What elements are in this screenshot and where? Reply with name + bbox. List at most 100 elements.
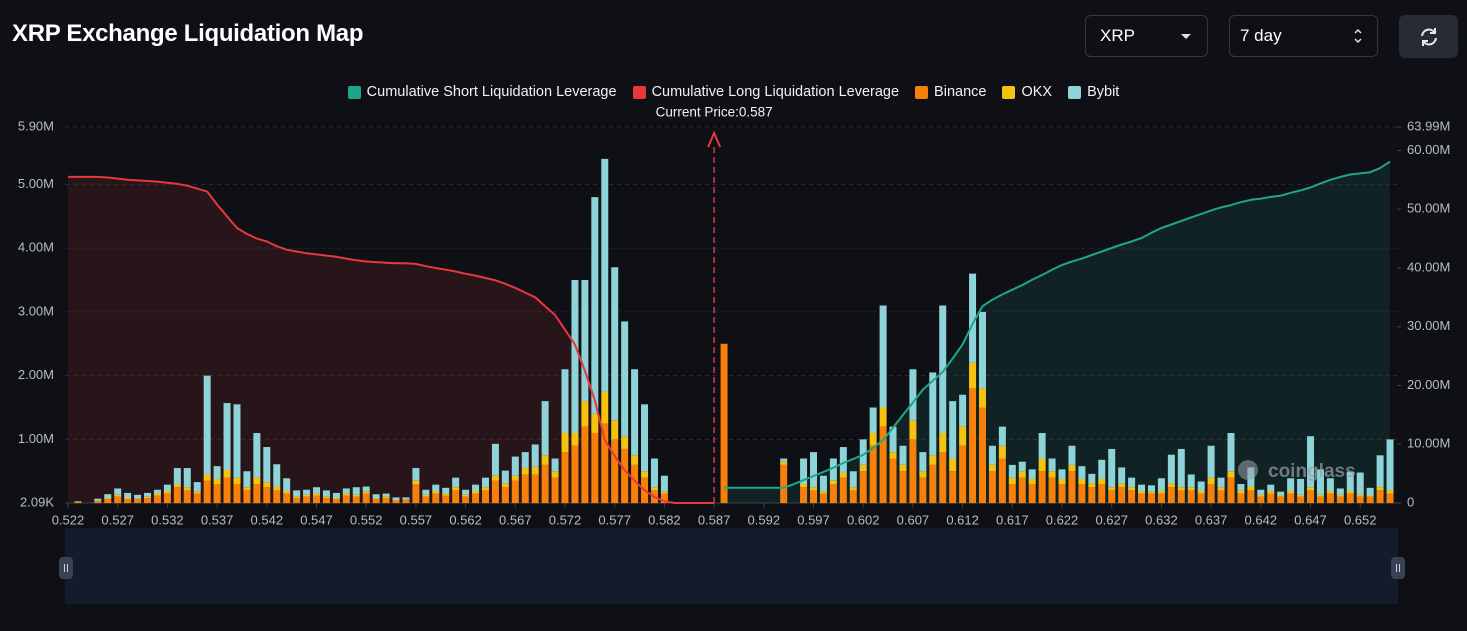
bar-segment <box>1366 487 1374 496</box>
series-area <box>724 161 1390 503</box>
x-tick-label: 0.602 <box>847 512 880 527</box>
bar-segment <box>1277 496 1285 504</box>
bar-segment <box>273 490 281 504</box>
bar-segment <box>253 433 261 478</box>
legend-swatch <box>632 85 646 99</box>
bar-segment <box>1098 484 1106 504</box>
bar-segment <box>481 487 489 491</box>
bar-segment <box>153 493 161 496</box>
bar-segment <box>859 464 867 472</box>
bar-segment <box>263 447 271 483</box>
y2-tick-label: 30.00M <box>1407 318 1450 333</box>
legend-item[interactable]: Bybit <box>1068 84 1119 100</box>
x-tick-label: 0.617 <box>996 512 1029 527</box>
bar-segment <box>1316 494 1324 497</box>
bar-segment <box>1138 484 1146 492</box>
bar-segment <box>1038 433 1046 459</box>
series-line <box>68 175 715 504</box>
bar-segment <box>929 372 937 456</box>
bar-segment <box>859 471 867 504</box>
bar-segment <box>481 477 489 488</box>
bar-segment <box>243 490 251 504</box>
bar-segment <box>1386 439 1394 491</box>
bar-segment <box>104 498 112 500</box>
y-tick-label: 4.00M <box>18 240 54 255</box>
bar-segment <box>800 484 808 488</box>
legend-item[interactable]: OKX <box>1002 84 1052 100</box>
bar-segment <box>273 464 281 487</box>
bar-segment <box>253 477 261 485</box>
bar-segment <box>203 474 211 481</box>
bar-segment <box>829 458 837 481</box>
bar-segment <box>1058 469 1066 479</box>
bar-segment <box>303 496 311 504</box>
series-line <box>724 160 1391 489</box>
legend-item[interactable]: Binance <box>915 84 986 100</box>
bar-segment <box>1326 491 1334 494</box>
bar-segment <box>442 487 450 494</box>
period-select[interactable]: 7 day <box>1229 15 1378 57</box>
bar-segment <box>1138 493 1146 504</box>
bar-segment <box>422 496 430 504</box>
bars <box>74 158 1394 504</box>
bar-segment <box>223 469 231 478</box>
bar-segment <box>392 499 400 501</box>
bar-segment <box>382 496 390 499</box>
bar-segment <box>1048 471 1056 478</box>
bar-segment <box>601 423 609 504</box>
bar-segment <box>183 487 191 491</box>
y2-tick-label: 0 <box>1407 494 1414 509</box>
bar-segment <box>352 496 360 504</box>
bar-segment <box>879 426 887 504</box>
slider-handle-right[interactable] <box>1391 557 1405 579</box>
bar-segment <box>1257 496 1265 504</box>
bar-segment <box>1267 484 1275 492</box>
bar-segment <box>253 484 261 504</box>
bar-segment <box>1336 488 1344 495</box>
legend-item[interactable]: Cumulative Long Liquidation Leverage <box>632 84 899 100</box>
bar-segment <box>1177 448 1185 488</box>
bar-segment <box>1028 484 1036 504</box>
bar-segment <box>551 471 559 478</box>
bar-segment <box>183 490 191 504</box>
bar-segment <box>203 375 211 475</box>
y2-tick-label: 10.00M <box>1407 436 1450 451</box>
y2-tick-label: 50.00M <box>1407 201 1450 216</box>
bar-segment <box>1157 493 1165 504</box>
bar-segment <box>1287 491 1295 494</box>
bar-segment <box>1068 464 1076 472</box>
legend-label: Cumulative Short Liquidation Leverage <box>366 84 617 100</box>
bar-segment <box>949 458 957 472</box>
symbol-select[interactable]: XRP <box>1085 15 1208 57</box>
bar-segment <box>1366 496 1374 504</box>
bar-segment <box>1277 495 1285 497</box>
bar-segment <box>442 493 450 496</box>
bar-segment <box>74 501 82 504</box>
x-tick-label: 0.572 <box>549 512 582 527</box>
bar-segment <box>1078 484 1086 504</box>
bar-segment <box>800 458 808 485</box>
bar-segment <box>1108 448 1116 488</box>
x-tick-label: 0.587 <box>698 512 731 527</box>
x-tick-label: 0.562 <box>449 512 482 527</box>
bar-segment <box>1336 494 1344 497</box>
bar-segment <box>810 452 818 488</box>
bar-segment <box>531 466 539 475</box>
legend-item[interactable]: Cumulative Short Liquidation Leverage <box>347 84 617 100</box>
bar-segment <box>849 471 857 488</box>
bar-segment <box>1167 454 1175 484</box>
refresh-button[interactable] <box>1399 15 1458 58</box>
bar-segment <box>462 494 470 497</box>
range-slider[interactable] <box>65 528 1398 604</box>
bar-segment <box>481 490 489 504</box>
bar-segment <box>193 482 201 492</box>
bar-segment <box>1038 471 1046 504</box>
legend-swatch <box>1068 85 1082 99</box>
bar-segment <box>849 487 857 491</box>
slider-handle-left[interactable] <box>59 557 73 579</box>
bar-segment <box>780 461 788 465</box>
bar-segment <box>322 490 330 497</box>
bar-segment <box>969 273 977 363</box>
bar-segment <box>879 305 887 408</box>
